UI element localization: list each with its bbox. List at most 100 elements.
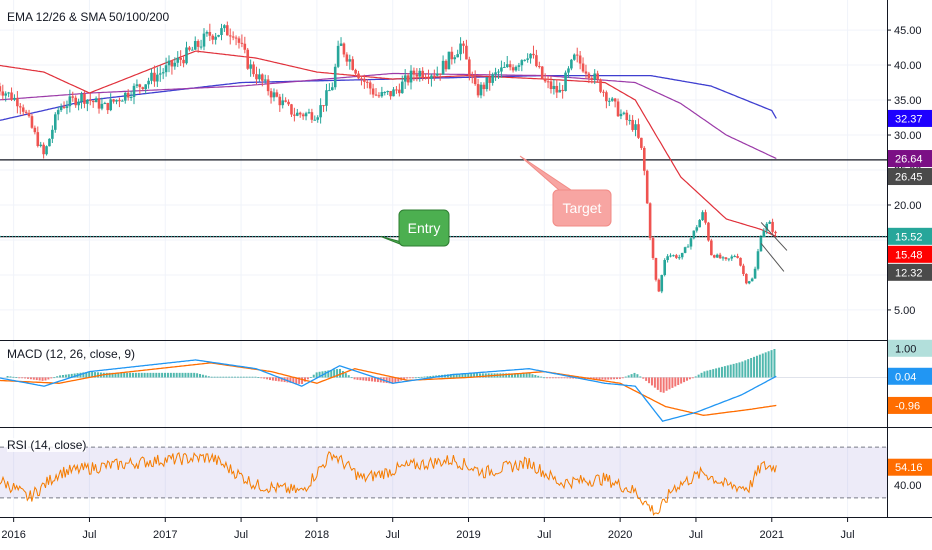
macd-histogram-bar: [327, 370, 330, 378]
candle-body: [100, 103, 104, 109]
candle-body: [759, 236, 763, 252]
macd-histogram-bar: [6, 376, 9, 378]
macd-histogram-bar: [627, 375, 630, 378]
candle-body: [386, 90, 389, 93]
time-tick-label: Jul: [841, 529, 855, 541]
candle-body: [39, 144, 43, 147]
time-tick-label: Jul: [234, 529, 248, 541]
macd-histogram-bar: [234, 376, 237, 378]
candle-body: [538, 66, 541, 68]
target-callout[interactable]: Target: [519, 155, 612, 227]
candle-body: [409, 70, 413, 83]
macd-histogram-bar: [94, 372, 97, 378]
candle-body: [266, 79, 270, 92]
macd-histogram-bar: [624, 376, 627, 378]
macd-histogram-bar: [592, 377, 595, 380]
macd-histogram-bar: [12, 376, 15, 378]
candle-body: [74, 97, 77, 106]
candle-body: [441, 60, 445, 75]
macd-histogram-bar: [35, 377, 38, 381]
macd-histogram-bar: [274, 377, 277, 381]
badge-box: [888, 458, 932, 476]
sma50-line: [0, 50, 777, 238]
candle-body: [491, 74, 494, 83]
candle-body: [112, 99, 115, 102]
macd-histogram-bar: [656, 377, 659, 390]
candle-body: [103, 102, 107, 104]
macd-histogram-bar: [239, 376, 242, 378]
badge-label: -0.96: [895, 400, 920, 412]
macd-histogram-bar: [140, 372, 143, 378]
candle-body: [86, 99, 89, 104]
macd-histogram-bar: [228, 376, 231, 378]
candle-body: [243, 43, 247, 50]
candle-body: [677, 257, 681, 259]
candle-body: [214, 36, 217, 40]
macd-histogram-bar: [397, 377, 400, 382]
macd-histogram-bar: [406, 377, 409, 379]
time-tick-label: Jul: [82, 529, 96, 541]
macd-histogram-bar: [683, 377, 686, 383]
macd-histogram-bar: [470, 373, 473, 378]
candle-body: [497, 71, 500, 73]
candle-body: [727, 258, 731, 260]
macd-histogram-bar: [528, 373, 531, 378]
candle-body: [293, 114, 296, 116]
macd-histogram-bar: [718, 367, 721, 378]
price-badge: 26.45: [888, 168, 932, 186]
candle-body: [459, 43, 462, 55]
macd-histogram-bar: [764, 352, 767, 378]
candle-body: [637, 124, 640, 138]
badge-box: [888, 109, 932, 127]
candle-body: [523, 59, 527, 61]
candle-body: [237, 38, 241, 43]
candle-body: [465, 45, 468, 60]
macd-histogram-bar: [391, 377, 394, 384]
macd-histogram-bar: [166, 372, 169, 378]
candle-body: [500, 67, 503, 72]
wedge-upper-line[interactable]: [760, 222, 788, 251]
candle-body: [188, 47, 191, 50]
candle-body: [182, 59, 185, 64]
macd-histogram-bar: [604, 377, 607, 380]
macd-histogram-bar: [700, 372, 703, 378]
candle-body: [173, 62, 177, 67]
time-tick-label: 2021: [760, 529, 784, 541]
macd-signal-line: [0, 362, 777, 416]
candle-body: [249, 64, 252, 69]
macd-histogram-bar: [481, 373, 484, 378]
candle-body: [596, 73, 599, 80]
macd-histogram-bar: [420, 376, 423, 378]
entry-callout[interactable]: Entry: [380, 209, 450, 247]
macd-histogram-bar: [662, 377, 665, 393]
callout-box: [552, 189, 612, 227]
candle-body: [774, 231, 777, 234]
macd-histogram-bar: [193, 372, 196, 378]
candle-body: [322, 105, 325, 107]
candle-body: [371, 88, 375, 95]
wedge-lower-line[interactable]: [760, 243, 785, 272]
macd-histogram-bar: [598, 377, 601, 380]
macd-histogram-bar: [758, 354, 761, 378]
badge-label: 15.48: [895, 249, 923, 261]
candle-body: [354, 69, 357, 74]
macd-histogram-bar: [548, 377, 551, 379]
candle-body: [328, 90, 331, 92]
macd-histogram-bar: [32, 377, 35, 380]
price-badge: 32.37: [888, 109, 932, 127]
macd-histogram-bar: [408, 377, 411, 379]
candle-body: [150, 72, 153, 81]
candle-body: [634, 124, 637, 130]
candle-body: [619, 113, 623, 117]
macd-histogram-bar: [248, 376, 251, 378]
candle-body: [170, 60, 174, 67]
candle-body: [622, 112, 626, 114]
macd-histogram-bar: [429, 376, 432, 378]
candle-body: [435, 73, 439, 76]
price-axis: 45.0040.0035.0030.0025.0020.0015.0010.00…: [887, 25, 932, 492]
macd-histogram-bar: [53, 377, 56, 379]
candle-body: [564, 72, 567, 92]
candle-body: [680, 252, 684, 258]
macd-histogram-bar: [350, 377, 353, 379]
